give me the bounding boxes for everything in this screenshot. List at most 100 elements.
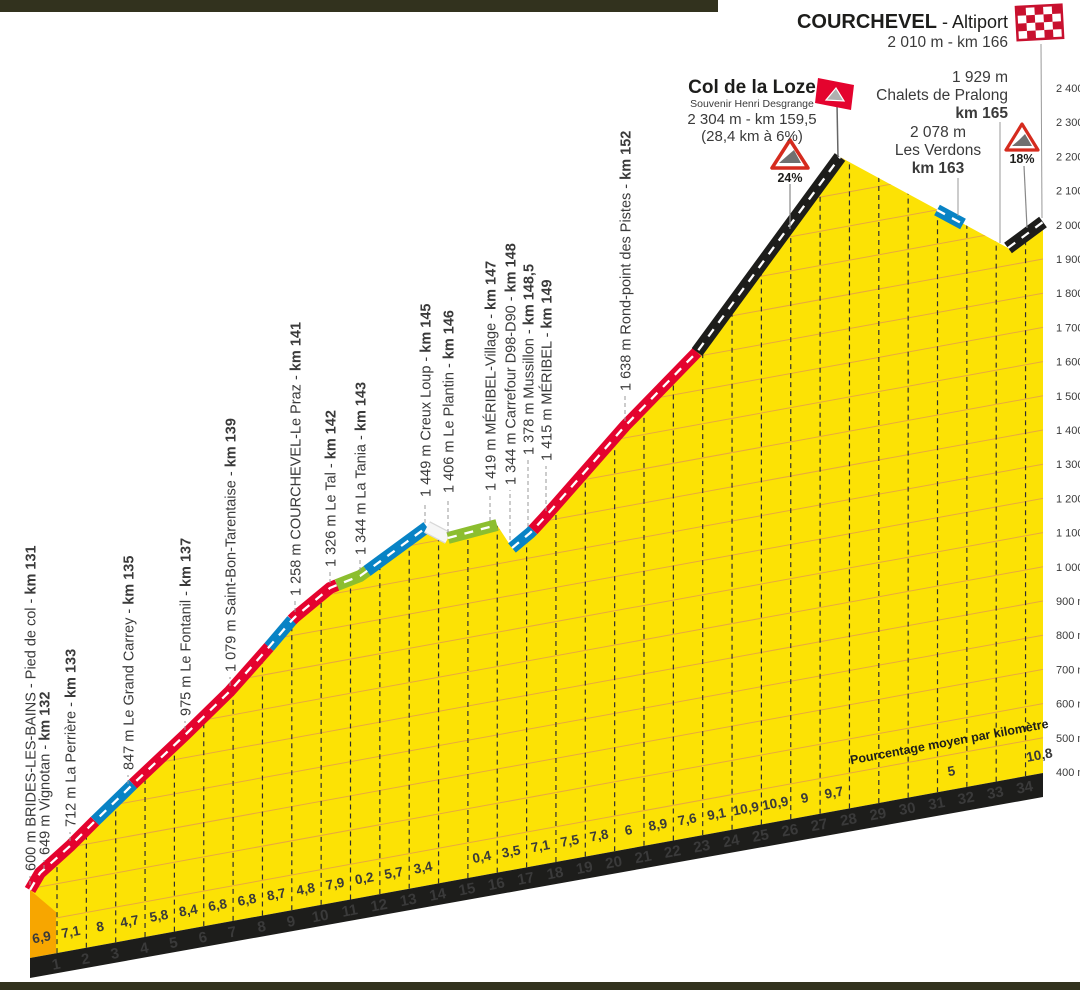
elevation-tick-label: 700 m (1056, 664, 1080, 676)
waypoint-km: km 145 (419, 304, 435, 353)
waypoint-name: 1 378 m Mussillon - (522, 325, 538, 455)
summit-flag-pole (836, 103, 839, 158)
pralong-name: Chalets de Pralong (876, 87, 1008, 104)
annotation-leaders (789, 43, 1043, 243)
warning-triangle-18-icon (1004, 122, 1040, 152)
gradient-value: 6,8 (236, 891, 258, 909)
waypoint-name: 649 m Vignotan - (38, 741, 54, 855)
elevation-tick-label: 2 300 m (1056, 117, 1080, 129)
gradient-value: 9,7 (823, 784, 844, 802)
km-tick-label: 1 (51, 956, 62, 974)
elevation-tick-label: 1 700 m (1056, 322, 1080, 334)
summit-detail2: (28,4 km à 6%) (701, 128, 803, 145)
summit-subtitle: Souvenir Henri Desgrange (690, 98, 814, 110)
gradient-value: 9,1 (706, 805, 728, 823)
road-centerline (511, 156, 841, 549)
summit-name: Col de la Loze (688, 77, 816, 98)
warning-18-label: 18% (1009, 152, 1034, 166)
waypoint-name: 1 344 m La Tania - (354, 431, 370, 555)
km-tick-label: 20 (604, 853, 624, 873)
checker-cell (1017, 23, 1027, 32)
waypoint-name: 1 258 m COURCHEVEL-Le Praz - (289, 371, 305, 596)
gradient-value: 7,5 (559, 832, 581, 850)
gradient-value: 5,7 (383, 864, 404, 882)
waypoint-name: 1 079 m Saint-Bon-Tarentaise - (224, 467, 240, 672)
elevation-tick-label: 2 100 m (1056, 186, 1080, 198)
waypoint-km: km 141 (289, 322, 305, 371)
gradient-value: 5,8 (148, 907, 170, 925)
elevation-tick-label: 1 800 m (1056, 288, 1080, 300)
km-tick-label: 26 (780, 821, 800, 841)
elevation-tick-label: 2 200 m (1056, 151, 1080, 163)
road-segment-white (424, 522, 451, 543)
waypoint-name: 1 449 m Creux Loup - (419, 353, 435, 497)
elevation-tick-label: 1 400 m (1056, 425, 1080, 437)
km-tick-label: 3 (109, 945, 120, 963)
checker-cell (1034, 6, 1044, 15)
km-tick-label: 5 (168, 934, 179, 952)
km-tick-label: 13 (399, 890, 419, 910)
km-tick-label: 11 (340, 901, 359, 921)
waypoint-label: 1 415 m MÉRIBEL - km 149 (539, 279, 556, 461)
waypoint-label: 1 344 m Carrefour D98-D90 - km 148 (504, 243, 520, 485)
road-centerline (1007, 221, 1044, 249)
gradient-value: 10,9 (761, 794, 790, 814)
waypoint-km: km 133 (64, 649, 80, 698)
km-tick-label: 17 (516, 869, 536, 889)
km-tick-label: 27 (810, 815, 830, 835)
elevation-tick-label: 1 000 m (1056, 562, 1080, 574)
km-tick-label: 34 (1015, 778, 1035, 798)
elevation-gridline (30, 737, 1043, 924)
elevation-tick-label: 400 m (1056, 767, 1080, 779)
gradient-value: 6,9 (31, 928, 52, 946)
road-centerline (29, 526, 428, 891)
gradient-value: 4,8 (295, 880, 317, 898)
steep-slope-glyph (779, 150, 801, 163)
gradient-value: 7,9 (324, 875, 345, 893)
km-tick-label: 19 (575, 858, 595, 878)
gradient-value: 0,4 (471, 848, 493, 866)
bottom-km-band (30, 773, 1043, 978)
waypoint-name: 975 m Le Fontanil - (179, 587, 195, 716)
waypoint-label: 1 326 m Le Tal - km 142 (324, 410, 340, 567)
waypoint-name: 600 m BRIDES-LES-BAINS - Pied de col - (24, 595, 40, 871)
steep-slope-glyph (1012, 134, 1032, 146)
verdons-km: km 163 (912, 160, 965, 177)
road-centerline (936, 208, 964, 226)
km-tick-label: 24 (721, 831, 741, 851)
km-tick-label: 16 (487, 874, 507, 894)
checker-cell (1017, 7, 1027, 16)
elevation-tick-label: 1 100 m (1056, 528, 1080, 540)
gradient-value: 8,4 (178, 901, 200, 919)
waypoint-km: km 137 (179, 538, 195, 587)
gradient-value: 6,8 (207, 896, 229, 914)
waypoint-km: km 147 (484, 261, 500, 310)
summit-detail: 2 304 m - km 159,5 (687, 111, 816, 128)
waypoint-km: km 135 (122, 556, 138, 605)
km-tick-label: 2 (80, 950, 91, 968)
gradient-value: 5 (946, 763, 957, 779)
waypoint-name: 1 419 m MÉRIBEL-Village - (483, 310, 500, 491)
elevation-tick-label: 2 000 m (1056, 220, 1080, 232)
gradient-value: 8,9 (647, 816, 668, 834)
km-tick-label: 6 (197, 929, 208, 947)
gradient-value: 10,9 (732, 799, 761, 819)
waypoint-label: 1 419 m MÉRIBEL-Village - km 147 (483, 261, 500, 491)
elevation-gridline (30, 634, 1043, 821)
left-side-face (30, 890, 56, 958)
gradient-value: 8,7 (266, 885, 287, 903)
checker-cell (1044, 29, 1054, 38)
waypoint-km: km 152 (619, 131, 635, 180)
checker-cell (1026, 30, 1037, 39)
waypoint-label: 649 m Vignotan - km 132 (38, 692, 54, 855)
gradient-value: 3,5 (500, 842, 522, 860)
waypoint-name: 847 m Le Grand Carrey - (122, 605, 138, 770)
waypoint-label: 600 m BRIDES-LES-BAINS - Pied de col - k… (24, 545, 40, 871)
km-tick-label: 23 (692, 837, 712, 857)
top-frame-bar (0, 0, 718, 12)
waypoint-name: 1 638 m Rond-point des Pistes - (619, 180, 635, 391)
gradient-value: 4,7 (119, 912, 140, 930)
elevation-tick-label: 600 m (1056, 699, 1080, 711)
elevation-tick-label: 1 600 m (1056, 357, 1080, 369)
waypoint-name: 712 m La Perrière - (64, 698, 80, 827)
